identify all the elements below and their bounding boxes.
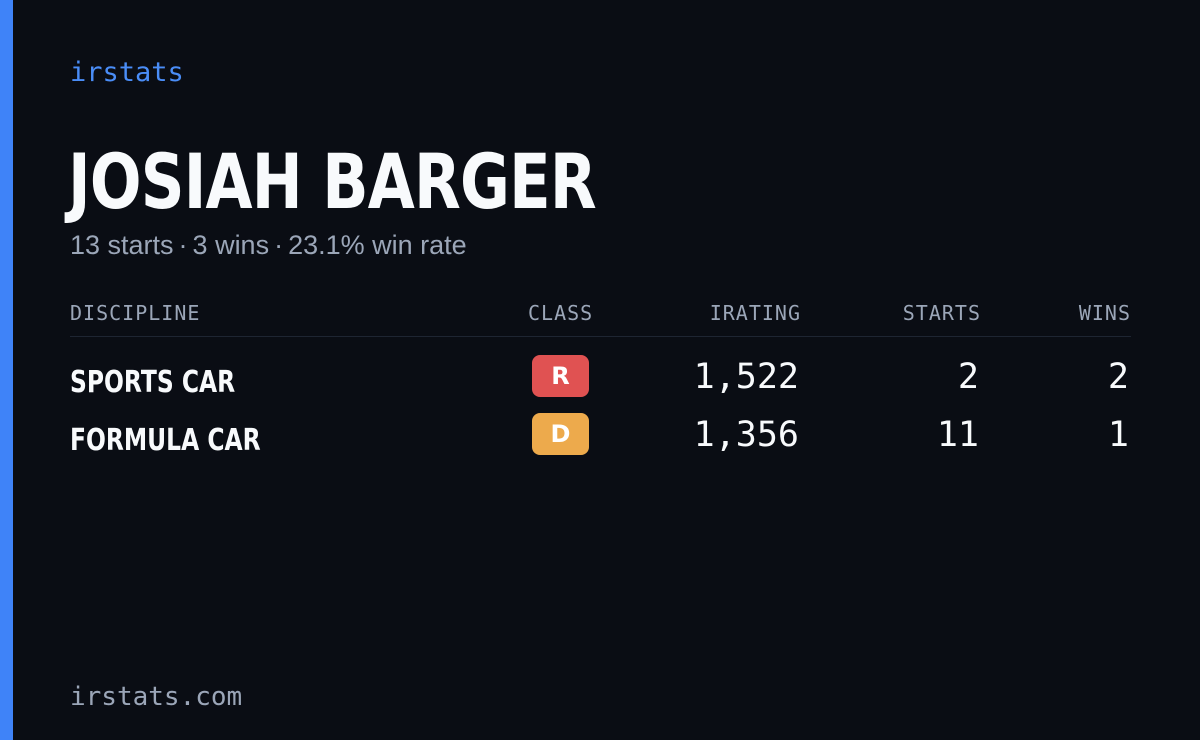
table-header: DISCIPLINE CLASS IRATING STARTS WINS: [70, 296, 1131, 337]
accent-bar: [0, 0, 13, 740]
summary-separator: ·: [178, 230, 188, 260]
summary-wins: 3 wins: [192, 230, 270, 260]
license-class-badge: D: [532, 413, 589, 455]
header-wins: WINS: [1078, 301, 1131, 325]
brand-logo: irstats: [70, 57, 184, 88]
header-starts: STARTS: [902, 301, 981, 325]
page-title: JOSIAH BARGER: [68, 137, 597, 226]
license-class-badge: R: [532, 355, 589, 397]
header-class: CLASS: [528, 301, 594, 325]
summary-starts: 13 starts: [70, 230, 174, 260]
summary-win-rate: 23.1% win rate: [288, 230, 467, 260]
discipline-name: FORMULA CAR: [70, 423, 261, 458]
starts-value: 11: [936, 415, 979, 455]
table-row: SPORTS CAR R 1,522 2 2: [70, 353, 1131, 411]
wins-value: 2: [1107, 357, 1129, 397]
starts-value: 2: [957, 357, 979, 397]
irating-value: 1,522: [693, 357, 799, 397]
summary-separator: ·: [274, 230, 284, 260]
table-row: FORMULA CAR D 1,356 11 1: [70, 411, 1131, 469]
footer-url: irstats.com: [70, 682, 243, 712]
header-irating: IRATING: [709, 301, 801, 325]
discipline-table: DISCIPLINE CLASS IRATING STARTS WINS SPO…: [70, 296, 1131, 469]
player-summary: 13 starts · 3 wins · 23.1% win rate: [70, 228, 467, 262]
wins-value: 1: [1107, 415, 1129, 455]
header-discipline: DISCIPLINE: [70, 301, 201, 325]
discipline-name: SPORTS CAR: [70, 365, 236, 400]
irating-value: 1,356: [693, 415, 799, 455]
